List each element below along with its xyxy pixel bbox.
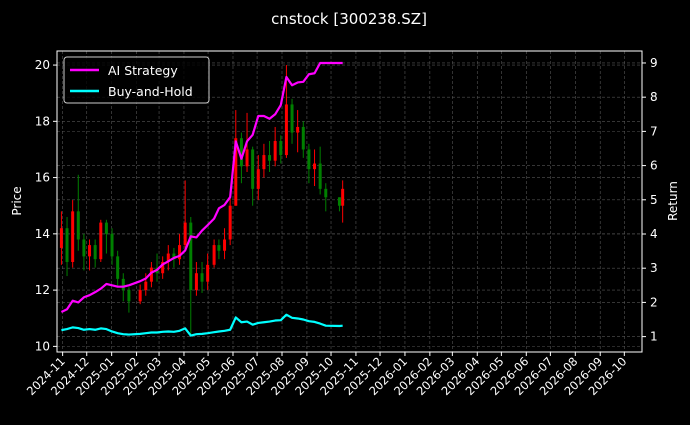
- candle-body: [290, 104, 294, 133]
- legend: AI Strategy Buy-and-Hold: [63, 56, 210, 104]
- candle-body: [166, 253, 170, 262]
- candle-body: [268, 155, 272, 161]
- candle-body: [313, 163, 317, 170]
- candle-body: [284, 104, 288, 156]
- legend-label-buyhold: Buy-and-Hold: [108, 84, 193, 99]
- candle-body: [212, 245, 216, 265]
- buyhold-line: [61, 313, 343, 337]
- candle-body: [144, 281, 148, 291]
- candle-body: [273, 141, 277, 161]
- candle-body: [279, 141, 283, 156]
- y-axis-price: 10 12 14 16 18 20: [35, 58, 57, 353]
- candle-body: [76, 211, 80, 240]
- candle-body: [239, 138, 243, 167]
- strategy-line: [60, 61, 343, 313]
- series-lines: [60, 61, 343, 337]
- candle-body: [93, 245, 97, 260]
- candle-body: [65, 228, 69, 262]
- candle-body: [228, 205, 232, 240]
- x-axis: 2024-112024-122025-012025-022025-032025-…: [24, 352, 629, 398]
- candle-body: [110, 233, 114, 257]
- candle-body: [138, 290, 142, 302]
- y2-tick-label: 6: [650, 159, 658, 173]
- chart-title: cnstock [300238.SZ]: [271, 10, 427, 28]
- candle-body: [161, 261, 165, 274]
- candle-body: [206, 264, 210, 282]
- y2-tick-label: 5: [650, 193, 658, 207]
- y-tick-label: 16: [35, 171, 50, 185]
- candle-body: [307, 149, 311, 170]
- plot-frame: [56, 50, 643, 353]
- candle-body: [318, 163, 322, 189]
- y2-tick-label: 8: [650, 90, 658, 104]
- candles: [59, 65, 345, 336]
- candle-body: [88, 245, 92, 257]
- candle-body: [172, 253, 176, 260]
- candle-body: [183, 222, 187, 246]
- y2-tick-label: 4: [650, 227, 658, 241]
- candle-body: [149, 267, 153, 282]
- candle-body: [301, 126, 305, 150]
- candle-body: [189, 222, 193, 291]
- candle-body: [99, 222, 103, 260]
- candle-body: [223, 239, 227, 251]
- legend-box: [63, 56, 210, 104]
- y2-tick-label: 3: [650, 261, 658, 275]
- candle-body: [296, 126, 300, 133]
- y-tick-label: 20: [35, 58, 50, 72]
- candle-body: [245, 149, 249, 167]
- y-tick-label: 10: [35, 339, 50, 353]
- y2-axis-label: Return: [666, 181, 680, 221]
- y-tick-label: 14: [35, 227, 50, 241]
- y2-tick-label: 7: [650, 124, 658, 138]
- y-axis-return: 1 2 3 4 5 6 7 8 9: [642, 56, 658, 344]
- candle-body: [121, 278, 125, 291]
- candle-body: [337, 197, 341, 206]
- y-tick-label: 12: [35, 283, 50, 297]
- candle-body: [178, 245, 182, 260]
- y-tick-label: 18: [35, 114, 50, 128]
- candle-body: [59, 228, 63, 248]
- candle-body: [71, 211, 75, 262]
- candle-body: [262, 155, 266, 170]
- y2-tick-label: 2: [650, 295, 658, 309]
- y2-tick-label: 9: [650, 56, 658, 70]
- candle-body: [256, 169, 260, 189]
- candle-body: [127, 290, 131, 302]
- candle-body: [234, 138, 238, 206]
- candle-body: [200, 273, 204, 282]
- candle-body: [116, 256, 120, 279]
- legend-label-strategy: AI Strategy: [108, 63, 178, 78]
- y2-tick-label: 1: [650, 330, 658, 344]
- candle-body: [341, 188, 345, 206]
- candle-body: [324, 188, 328, 198]
- candle-body: [251, 149, 255, 189]
- candle-body: [82, 239, 86, 257]
- candle-body: [104, 222, 108, 234]
- candle-body: [217, 245, 221, 251]
- y-axis-label: Price: [10, 186, 24, 215]
- candle-body: [194, 273, 198, 291]
